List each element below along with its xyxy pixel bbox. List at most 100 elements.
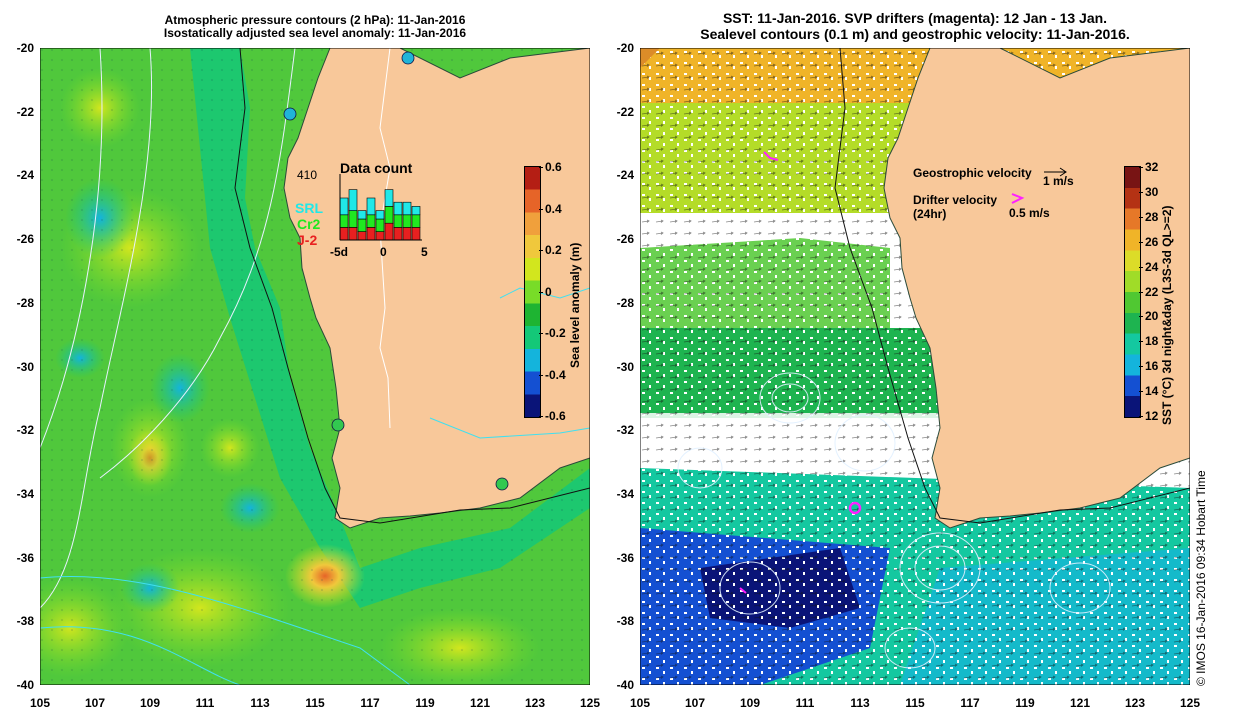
legend-drifter-value: 0.5 m/s	[1009, 206, 1050, 220]
axis-tick-label: -20	[616, 41, 634, 55]
axis-tick-label: 107	[84, 696, 106, 710]
axis-tick-label: -34	[616, 486, 634, 501]
colorbar-tick-mark	[539, 250, 543, 251]
axis-tick-label: 115	[305, 696, 325, 710]
histogram-bar-segment	[384, 206, 394, 224]
axis-tick-label: 115	[905, 696, 925, 710]
colorbar-tick-mark	[539, 374, 543, 376]
colorbar-tick-label: 0	[545, 284, 552, 299]
colorbar-tick-label: 0.4	[545, 201, 562, 216]
colorbar-tick-mark	[1139, 416, 1143, 417]
colorbar-tick-label: 14	[1145, 384, 1159, 399]
sst-warm-corner	[640, 48, 660, 68]
histogram-bar-segment	[375, 210, 385, 220]
histogram-bar-segment	[348, 210, 358, 228]
histogram-bar-segment	[384, 222, 394, 241]
axis-tick-label: 113	[250, 696, 270, 710]
axis-tick-label: -26	[16, 232, 34, 247]
colorbar-tick-mark	[539, 208, 543, 210]
left-title-line1: Atmospheric pressure contours (2 hPa): 1…	[164, 13, 466, 27]
histogram-bar-segment	[348, 227, 358, 241]
sealevel-contours	[677, 372, 1111, 669]
colorbar-tick-label: -0.2	[545, 326, 566, 340]
axis-tick-label: -36	[16, 550, 34, 565]
axis-tick-label: 113	[850, 696, 870, 710]
data-count-histogram	[339, 174, 422, 241]
histogram-bar-segment	[393, 227, 403, 241]
colorbar-tick-label: 22	[1145, 284, 1159, 299]
axis-tick-label: 111	[195, 696, 215, 710]
histogram-bar-segment	[411, 227, 421, 241]
axis-tick-label: 105	[29, 696, 51, 710]
axis-tick-label: -40	[616, 678, 634, 692]
histogram-bar-segment	[357, 210, 367, 220]
axis-tick-label: 111	[795, 696, 815, 710]
axis-tick-label: 117	[960, 696, 980, 710]
legend-drifter-sub: (24hr)	[913, 207, 947, 221]
histogram-bar-segment	[357, 218, 367, 232]
tide-gauge-marker[interactable]	[331, 418, 345, 432]
legend-drifter-label: Drifter velocity	[913, 193, 998, 207]
axis-tick-label: 121	[469, 696, 491, 710]
histogram-bar-segment	[339, 214, 349, 228]
tide-gauge-marker[interactable]	[495, 477, 509, 491]
colorbar-tick-label: 24	[1145, 259, 1159, 274]
colorbar-tick-label: 18	[1145, 334, 1159, 349]
colorbar-tick-mark	[1139, 391, 1143, 393]
depth-contour-200m	[834, 48, 1190, 524]
inset-tick-0: 0	[380, 245, 387, 259]
axis-tick-label: -34	[16, 486, 34, 501]
axis-tick-label: 119	[415, 696, 435, 710]
inset-label-j2: J-2	[297, 232, 318, 248]
colorbar-tick-mark	[1139, 266, 1143, 268]
axis-tick-label: -22	[16, 104, 34, 119]
histogram-bar-segment	[411, 214, 421, 228]
histogram-bar-segment	[339, 227, 349, 241]
inset-title: Data count	[340, 160, 413, 176]
right-map	[640, 48, 1190, 685]
axis-tick-label: -24	[16, 168, 34, 183]
inset-label-cr2: Cr2	[297, 216, 321, 232]
colorbar-tick-mark	[539, 167, 543, 168]
inset-tick-5: 5	[421, 245, 428, 259]
inset-count: 410	[297, 168, 318, 182]
colorbar-tick-label: 26	[1145, 234, 1159, 249]
axis-tick-label: 123	[524, 696, 546, 710]
axis-tick-label: -38	[16, 614, 34, 629]
colorbar-tick-label: 20	[1145, 309, 1159, 324]
axis-tick-label: -36	[616, 550, 634, 565]
left-title-line2: Isostatically adjusted sea level anomaly…	[163, 26, 467, 40]
colorbar-tick-label: 0.6	[545, 160, 562, 174]
histogram-bar-segment	[375, 218, 385, 232]
australia-landmass	[883, 48, 1190, 529]
australia-landmass	[283, 48, 590, 529]
axis-tick-label: -40	[16, 678, 34, 692]
histogram-bar-segment	[402, 214, 412, 228]
drifter-track[interactable]	[763, 151, 779, 161]
histogram-bar-segment	[384, 189, 394, 207]
histogram-bar-segment	[393, 201, 403, 216]
colorbar-tick-label: 32	[1145, 160, 1159, 174]
axis-tick-label: -28	[16, 295, 34, 310]
pressure-contour	[99, 48, 296, 479]
drifter-track[interactable]	[739, 587, 747, 594]
histogram-bar-segment	[366, 214, 376, 228]
colorbar-tick-mark	[1139, 316, 1143, 318]
histogram-bar-segment	[393, 214, 403, 228]
tide-gauge-marker[interactable]	[401, 51, 415, 65]
left-map	[40, 48, 590, 685]
axis-tick-label: -24	[616, 168, 634, 183]
axis-tick-label: 121	[1069, 696, 1091, 710]
right-colorbar-label: SST (°C) 3d night&day (L3S-3d QL>=2)	[1160, 205, 1174, 426]
legend-geostrophic-label: Geostrophic velocity	[913, 166, 1032, 180]
tide-gauge-marker[interactable]	[283, 107, 297, 121]
histogram-bar-segment	[348, 189, 358, 211]
state-border	[379, 48, 391, 429]
axis-tick-label: -20	[16, 41, 34, 55]
colorbar-tick-mark	[1139, 216, 1143, 218]
drifter-track[interactable]	[848, 501, 862, 515]
axis-tick-label: -32	[16, 423, 34, 438]
colorbar-tick-mark	[1139, 366, 1143, 368]
axis-tick-label: 117	[360, 696, 380, 710]
legend-geostrophic-value: 1 m/s	[1043, 174, 1074, 188]
